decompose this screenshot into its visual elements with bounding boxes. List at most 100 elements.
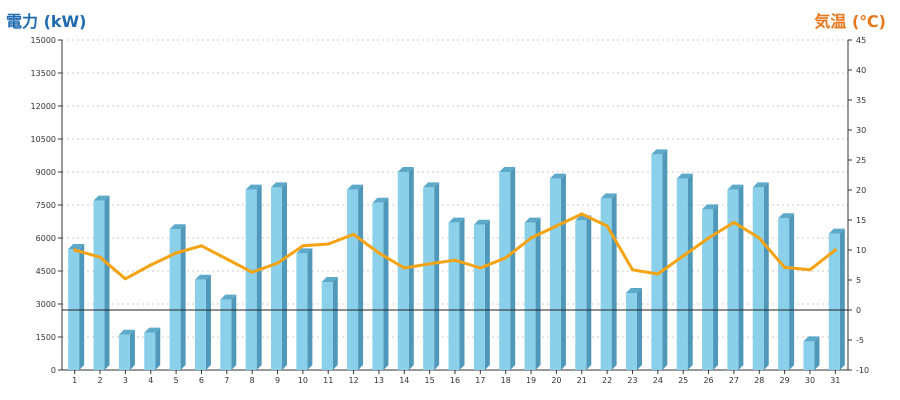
temperature-point	[554, 224, 558, 228]
bar	[144, 327, 161, 370]
bar	[727, 184, 744, 370]
temperature-point	[276, 261, 280, 265]
x-tick-label: 8	[250, 376, 255, 385]
bar	[625, 288, 642, 370]
bar	[473, 219, 490, 370]
x-tick-label: 16	[450, 376, 460, 385]
bar	[397, 167, 414, 370]
right-tick-label: 30	[856, 126, 866, 135]
temperature-point	[707, 236, 711, 240]
left-tick-label: 13500	[31, 69, 56, 78]
x-tick-label: 10	[298, 376, 308, 385]
temperature-point	[757, 236, 761, 240]
bar	[702, 204, 719, 370]
bar	[372, 197, 389, 370]
temperature-point	[123, 277, 127, 281]
bar	[448, 217, 465, 370]
x-tick-label: 4	[148, 376, 153, 385]
temperature-point	[225, 257, 229, 261]
temperature-point	[681, 254, 685, 258]
right-tick-label: 10	[856, 246, 866, 255]
right-tick-label: -5	[856, 336, 864, 345]
right-tick-label: 45	[856, 36, 866, 45]
x-tick-label: 25	[678, 376, 688, 385]
right-tick-label: 5	[856, 276, 861, 285]
x-tick-label: 20	[551, 376, 561, 385]
left-tick-label: 0	[51, 366, 56, 375]
bar	[575, 215, 592, 370]
temperature-point	[428, 262, 432, 266]
temperature-point	[529, 236, 533, 240]
bar	[220, 294, 237, 370]
temperature-point	[98, 255, 102, 259]
bar	[676, 173, 693, 370]
x-tick-label: 17	[475, 376, 485, 385]
bar	[169, 224, 186, 370]
temperature-point	[199, 244, 203, 248]
bar	[651, 149, 668, 370]
left-tick-label: 3000	[36, 300, 56, 309]
x-tick-label: 13	[374, 376, 384, 385]
bar	[499, 167, 516, 370]
x-tick-label: 12	[348, 376, 358, 385]
x-tick-label: 5	[174, 376, 179, 385]
temperature-point	[630, 268, 634, 272]
x-tick-label: 11	[323, 376, 333, 385]
temperature-point	[149, 263, 153, 267]
right-tick-label: 35	[856, 96, 866, 105]
temperature-point	[402, 266, 406, 270]
left-tick-label: 7500	[36, 201, 56, 210]
x-tick-label: 22	[602, 376, 612, 385]
bar	[803, 336, 820, 370]
x-tick-label: 27	[729, 376, 739, 385]
bar	[347, 184, 364, 370]
temperature-point	[453, 258, 457, 262]
x-tick-label: 15	[425, 376, 435, 385]
temperature-point	[732, 220, 736, 224]
bar	[423, 182, 440, 370]
x-tick-label: 14	[399, 376, 409, 385]
temperature-point	[808, 268, 812, 272]
temperature-point	[605, 224, 609, 228]
left-tick-label: 15000	[31, 36, 56, 45]
x-tick-label: 9	[275, 376, 280, 385]
left-tick-label: 9000	[36, 168, 56, 177]
right-tick-label: -10	[856, 366, 869, 375]
x-tick-label: 31	[830, 376, 840, 385]
x-tick-label: 30	[805, 376, 815, 385]
left-tick-label: 1500	[36, 333, 56, 342]
temperature-point	[352, 232, 356, 236]
temperature-point	[301, 244, 305, 248]
temperature-point	[833, 248, 837, 252]
x-tick-label: 24	[653, 376, 663, 385]
temperature-point	[580, 212, 584, 216]
x-tick-label: 21	[577, 376, 587, 385]
x-tick-label: 6	[199, 376, 204, 385]
bar	[68, 244, 85, 370]
x-tick-label: 23	[627, 376, 637, 385]
x-tick-label: 3	[123, 376, 128, 385]
left-tick-label: 10500	[31, 135, 56, 144]
temperature-point	[326, 242, 330, 246]
right-axis-title: 気温 (℃)	[814, 12, 886, 31]
right-tick-label: 0	[856, 306, 861, 315]
right-tick-label: 20	[856, 186, 866, 195]
temperature-point	[478, 266, 482, 270]
bar	[271, 182, 288, 370]
x-tick-label: 19	[526, 376, 536, 385]
right-tick-label: 40	[856, 66, 866, 75]
bar	[752, 182, 769, 370]
left-tick-label: 6000	[36, 234, 56, 243]
x-tick-label: 7	[224, 376, 229, 385]
bar	[778, 213, 795, 370]
bar	[194, 274, 211, 370]
left-axis-title: 電力 (kW)	[6, 12, 87, 31]
right-tick-label: 15	[856, 216, 866, 225]
bar	[93, 195, 110, 370]
bar	[118, 329, 135, 370]
left-tick-label: 4500	[36, 267, 56, 276]
bar	[549, 173, 566, 370]
temperature-point	[377, 251, 381, 255]
temperature-point	[504, 256, 508, 260]
